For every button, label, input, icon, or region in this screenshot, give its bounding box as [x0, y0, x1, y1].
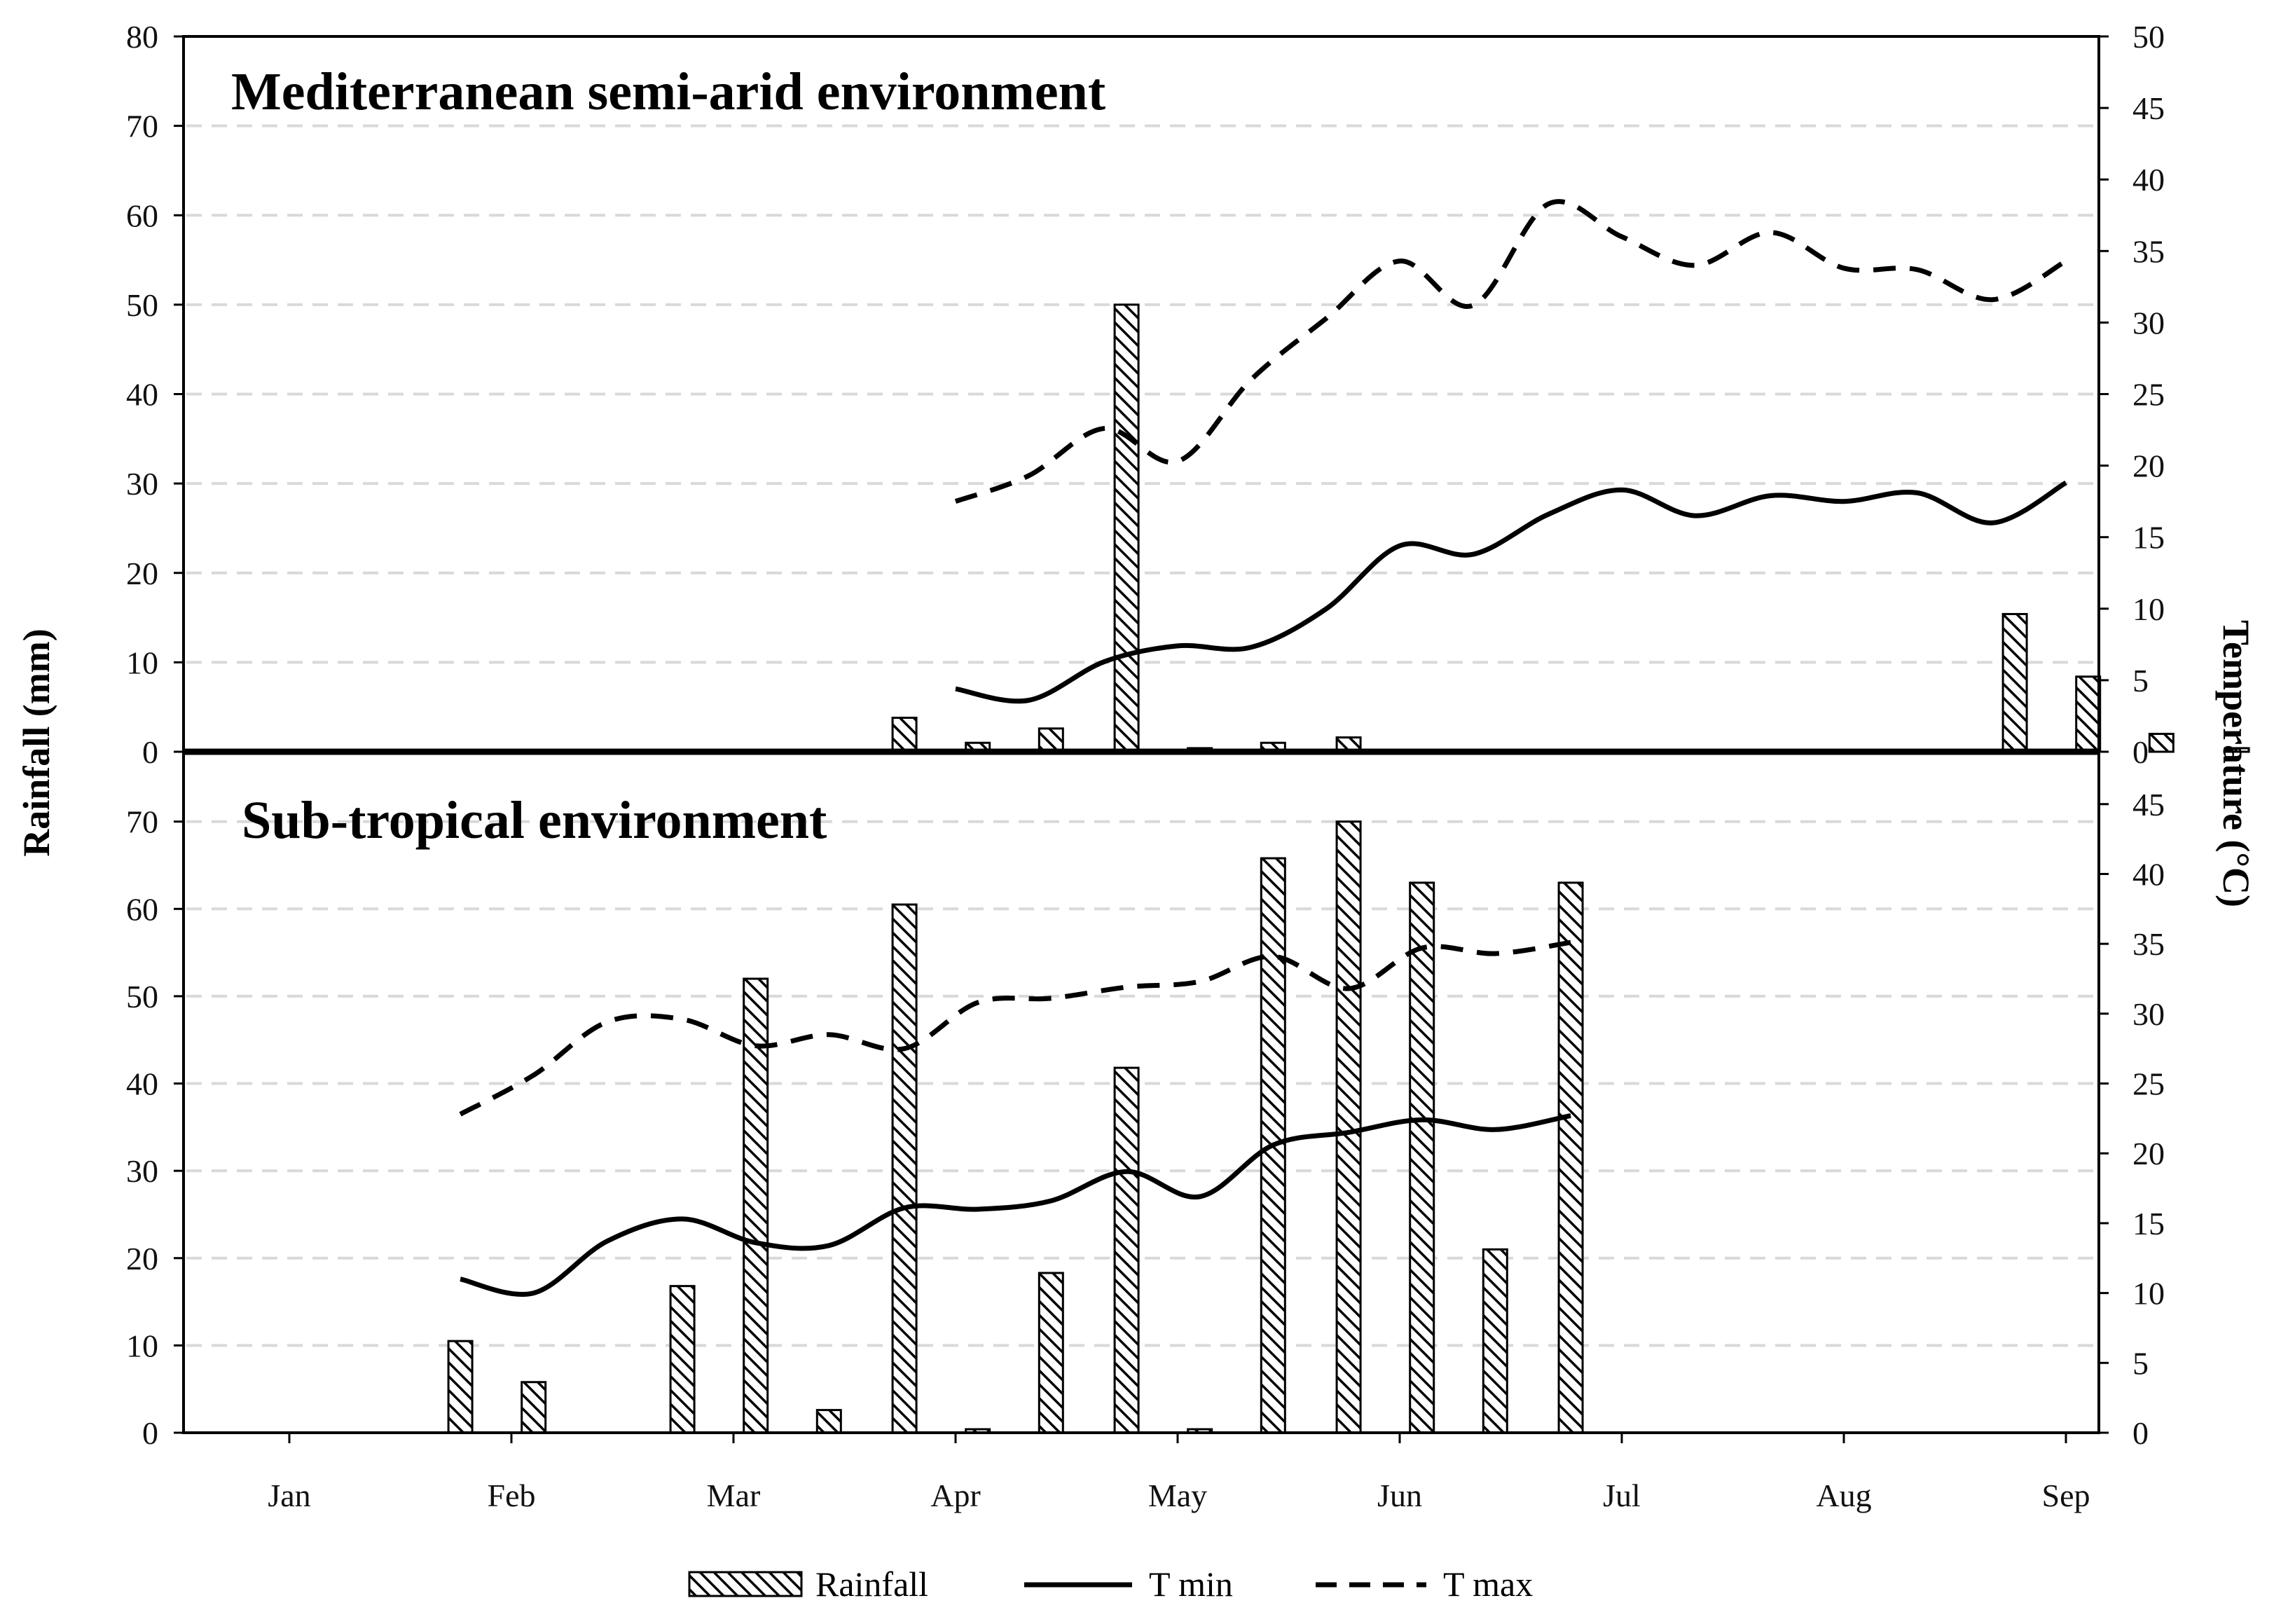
legend-rainfall-label: Rainfall	[815, 1564, 928, 1604]
right-tick-label: 10	[2132, 591, 2165, 627]
tmax-line	[954, 199, 2067, 504]
month-label: Jun	[1377, 1478, 1422, 1513]
right-tick-label: 15	[2132, 520, 2165, 556]
right-tick-label: 5	[2132, 663, 2149, 699]
right-tick-label: 15	[2132, 1206, 2165, 1241]
rainfall-bar	[1038, 1272, 1064, 1434]
gridlines	[186, 124, 2096, 1347]
left-tick-label: 60	[126, 891, 158, 927]
rainfall-bar	[2001, 612, 2028, 753]
left-tick-label: 0	[142, 734, 158, 770]
right-tick-label: 35	[2132, 233, 2165, 269]
left-tick-label: 70	[126, 804, 158, 840]
right-tick-label: 30	[2132, 996, 2165, 1032]
right-tick-label: 30	[2132, 305, 2165, 340]
rainfall-bar	[891, 903, 918, 1434]
rainfall-bar	[521, 1381, 547, 1434]
right-tick-label: 25	[2132, 377, 2165, 413]
rainfall-bar	[1557, 881, 1584, 1434]
right-tick-label: 0	[2132, 1415, 2149, 1451]
right-axis-title: Temperature (°C)	[2215, 620, 2257, 907]
month-label: Mar	[707, 1478, 761, 1513]
left-tick-label: 40	[126, 377, 158, 413]
right-tick-label: 5	[2132, 1345, 2149, 1381]
right-tick-label: 10	[2132, 1276, 2165, 1312]
rainfall-bar	[1482, 1248, 1508, 1434]
tmin-line	[955, 481, 2067, 704]
month-label: Feb	[488, 1478, 536, 1513]
rainfall-bar	[1113, 303, 1140, 753]
rainfall-bar	[1335, 820, 1362, 1434]
right-tick-label: 25	[2132, 1066, 2165, 1102]
right-tick-label: 45	[2132, 787, 2165, 823]
right-tick-label: 45	[2132, 90, 2165, 126]
left-tick-label: 20	[126, 1241, 158, 1277]
month-label: Jul	[1603, 1478, 1641, 1513]
bottom-panel-title: Sub-tropical environment	[242, 791, 827, 850]
rainfall-bar	[1113, 1066, 1140, 1434]
month-label: Jan	[268, 1478, 310, 1513]
legend-tmin-label: T min	[1149, 1564, 1233, 1604]
left-tick-label: 30	[126, 1153, 158, 1189]
axis-ticks: 0102030405060708005101520253035404550010…	[126, 19, 2165, 1513]
rainfall-bar	[2075, 675, 2102, 753]
left-tick-label: 70	[126, 109, 158, 144]
rainfall-bar	[1409, 881, 1435, 1434]
rainfall-bar	[891, 717, 918, 753]
tmin-line	[460, 1113, 1571, 1297]
top-panel-title: Mediterranean semi-arid environment	[231, 62, 1105, 121]
month-label: Apr	[930, 1478, 981, 1513]
left-tick-label: 40	[126, 1066, 158, 1102]
temperature-lines	[459, 199, 2067, 1297]
left-tick-label: 30	[126, 466, 158, 502]
left-tick-label: 10	[126, 645, 158, 680]
legend-rainfall-swatch	[688, 1571, 803, 1597]
legend-tmax-label: T max	[1443, 1564, 1533, 1604]
left-tick-label: 10	[126, 1328, 158, 1363]
right-tick-label: 40	[2132, 856, 2165, 892]
right-tick-label: 35	[2132, 926, 2165, 962]
left-tick-label: 0	[142, 1415, 158, 1451]
right-tick-label: 20	[2132, 448, 2165, 484]
legend: Rainfall T min T max	[688, 1564, 1533, 1604]
month-label: May	[1148, 1478, 1207, 1513]
month-label: Aug	[1816, 1478, 1871, 1513]
tmax-line	[459, 940, 1571, 1117]
left-tick-label: 50	[126, 287, 158, 323]
rainfall-bar	[2224, 747, 2250, 753]
rainfall-bar	[447, 1340, 474, 1434]
right-tick-label: 20	[2132, 1136, 2165, 1171]
rainfall-bar	[815, 1409, 842, 1434]
right-tick-label: 40	[2132, 162, 2165, 198]
left-tick-label: 20	[126, 556, 158, 591]
rainfall-bar	[669, 1285, 696, 1434]
month-label: Sep	[2042, 1478, 2090, 1513]
left-tick-label: 60	[126, 198, 158, 233]
left-tick-label: 80	[126, 19, 158, 55]
right-tick-label: 50	[2132, 19, 2165, 55]
left-axis-title: Rainfall (mm)	[15, 628, 57, 856]
rainfall-bar	[2148, 732, 2175, 753]
bottom-panel-frame	[182, 750, 2100, 1434]
left-tick-label: 50	[126, 979, 158, 1014]
rainfall-bar	[1038, 727, 1064, 753]
right-tick-label: 0	[2132, 734, 2149, 770]
rainfall-bars	[447, 303, 2250, 1434]
